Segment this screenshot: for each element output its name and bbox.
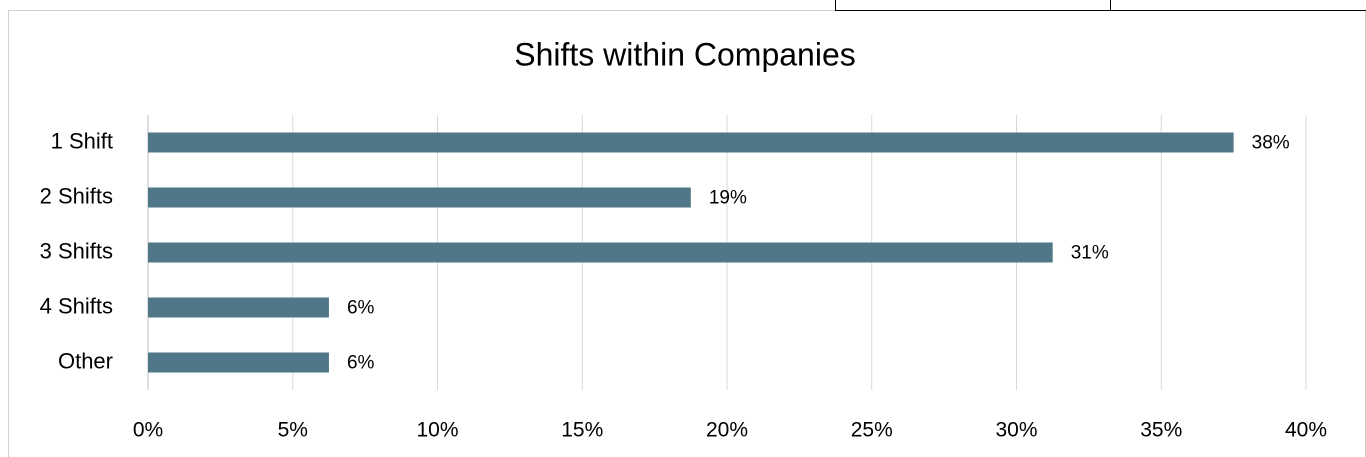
y-tick-label: 4 Shifts: [40, 293, 113, 318]
x-tick-label: 35%: [1140, 419, 1182, 442]
x-tick-label: 25%: [851, 419, 893, 442]
bar: [148, 242, 1053, 263]
bar: [148, 297, 329, 318]
bar: [148, 352, 329, 373]
data-label: 38%: [1252, 133, 1290, 154]
data-label: 6%: [347, 353, 375, 374]
y-tick-label: 1 Shift: [51, 128, 113, 153]
x-tick-label: 10%: [416, 419, 458, 442]
x-tick-label: 30%: [995, 419, 1037, 442]
x-tick-label: 20%: [706, 419, 748, 442]
bar: [148, 187, 691, 208]
data-label: 6%: [347, 298, 375, 319]
x-tick-label: 0%: [133, 419, 163, 442]
x-tick-label: 40%: [1285, 419, 1327, 442]
x-tick-label: 5%: [278, 419, 308, 442]
y-tick-label: 3 Shifts: [40, 238, 113, 263]
chart-title: Shifts within Companies: [514, 36, 855, 72]
x-tick-label: 15%: [561, 419, 603, 442]
bar: [148, 132, 1234, 153]
data-label: 19%: [709, 188, 747, 209]
y-tick-label: Other: [58, 348, 113, 373]
y-tick-label: 2 Shifts: [40, 183, 113, 208]
data-label: 31%: [1071, 243, 1109, 264]
